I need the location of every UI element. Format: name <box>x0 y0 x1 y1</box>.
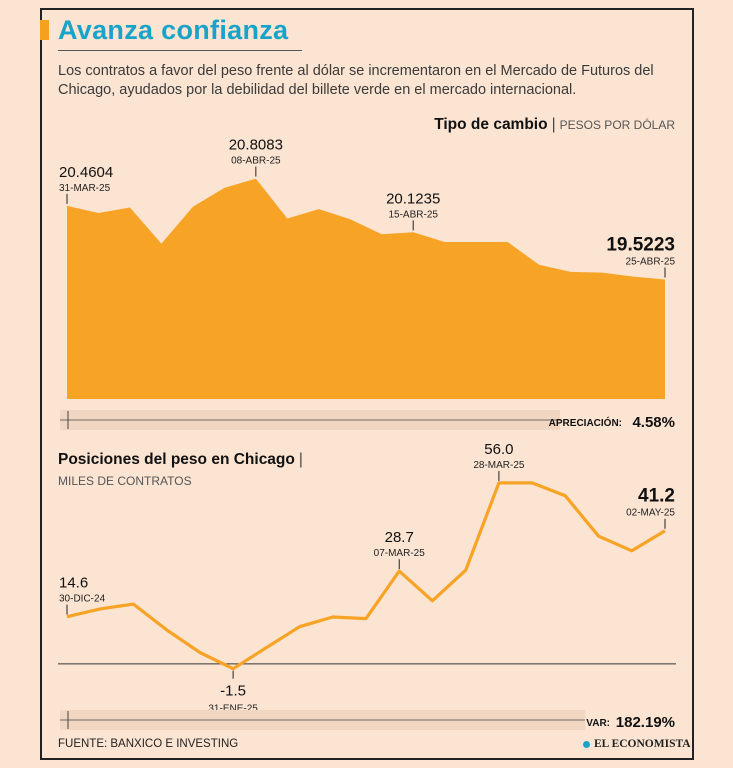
annotation-value: 20.8083 <box>229 137 283 154</box>
chart-frame <box>40 8 694 760</box>
annotation-value: -1.5 <box>220 683 246 700</box>
appreciation-value: 4.58% <box>632 414 675 431</box>
positions-heading: Posiciones del peso en Chicago | <box>58 451 307 469</box>
annotation-value: 14.6 <box>59 575 88 592</box>
annotation-value: 56.0 <box>484 441 513 458</box>
page-title: Avanza confianza <box>58 15 289 45</box>
annotation-date: 15-ABR-25 <box>388 209 438 220</box>
brand-icon <box>583 740 590 748</box>
title-underline <box>58 50 302 51</box>
variation-value: 182.19% <box>616 714 675 731</box>
positions-title: Posiciones del peso en Chicago <box>58 451 295 468</box>
annotation-value: 19.5223 <box>606 235 675 256</box>
annotation-value: 20.1235 <box>386 190 440 207</box>
annotation-date: 25-ABR-25 <box>626 257 676 268</box>
annotation-value: 28.7 <box>385 529 414 546</box>
exchange-rate-title: Tipo de cambio <box>434 116 548 133</box>
annotation-date: 31-MAR-25 <box>59 183 111 194</box>
annotation-value: 41.2 <box>638 486 675 507</box>
exchange-rate-heading: Tipo de cambio | PESOS POR DÓLAR <box>434 116 675 134</box>
exchange-rate-unit: PESOS POR DÓLAR <box>559 118 675 132</box>
annotation-date: 02-MAY-25 <box>626 508 675 519</box>
annotation-date: 30-DIC-24 <box>59 594 106 605</box>
brand-name: EL ECONOMISTA <box>594 738 691 750</box>
subtitle: Los contratos a favor del peso frente al… <box>58 63 654 98</box>
source-note: FUENTE: BANXICO E INVESTING <box>58 738 239 750</box>
exchange-rate-area <box>67 178 665 399</box>
annotation-date: 28-MAR-25 <box>473 460 525 471</box>
variation-label: VAR: <box>586 718 610 729</box>
annotation-date: 07-MAR-25 <box>374 548 426 559</box>
positions-line <box>66 481 666 671</box>
annotation-value: 20.4604 <box>59 164 113 181</box>
appreciation-label: APRECIACIÓN: <box>549 416 622 429</box>
title-accent-bar <box>40 20 49 40</box>
annotation-date: 31-ENE-25 <box>208 704 258 715</box>
heading-separator: | <box>551 116 556 133</box>
heading-separator: | <box>298 451 303 468</box>
brand-logo: EL ECONOMISTA <box>583 738 691 750</box>
positions-unit: MILES DE CONTRATOS <box>58 474 192 488</box>
annotation-date: 08-ABR-25 <box>231 156 281 167</box>
